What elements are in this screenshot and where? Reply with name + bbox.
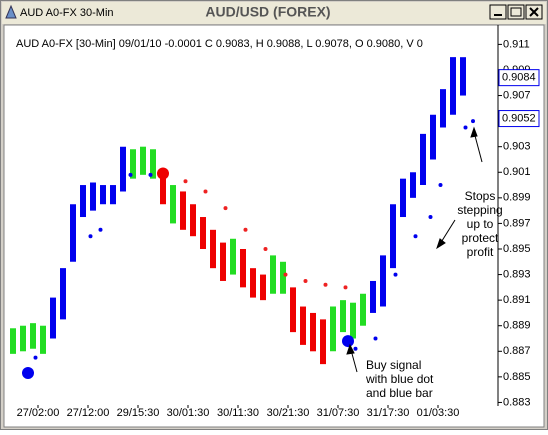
app-icon: [5, 4, 17, 19]
stop-dot: [413, 234, 418, 239]
price-label-box: [498, 110, 540, 128]
y-tick-label: 0.893: [503, 268, 531, 280]
stop-dot: [353, 346, 358, 351]
annotation: Buy signal: [366, 358, 421, 372]
x-tick-label: 31/07:30: [317, 407, 360, 419]
y-tick-label: 0.887: [503, 345, 531, 357]
y-tick-label: 0.901: [503, 166, 531, 178]
plot: 0.883 0.885 0.887 0.889 0.891 0.893 0.895 0.897…: [10, 38, 540, 419]
stop-dot: [263, 246, 268, 251]
stop-dot: [33, 355, 38, 360]
annotation: stepping: [457, 203, 502, 217]
y-tick-label: 0.899: [503, 192, 531, 204]
stop-dot: [88, 234, 93, 239]
title-bar: [2, 2, 546, 24]
y-tick-label: 0.885: [503, 371, 531, 383]
y-tick-label: 0.889: [503, 320, 531, 332]
x-tick-label: 30/01:30: [167, 407, 210, 419]
stop-dot: [393, 272, 398, 277]
arrow: [473, 131, 483, 163]
stop-dot: [303, 278, 308, 283]
y-tick-label: 0.891: [503, 294, 531, 306]
stop-dot: [183, 179, 188, 184]
maximize-button[interactable]: [507, 4, 525, 20]
x-tick-label: 31/17:30: [367, 407, 410, 419]
stop-dot: [323, 282, 328, 287]
stop-dot: [428, 215, 433, 220]
signal-dot: [342, 335, 354, 348]
y-tick-label: 0.897: [503, 217, 531, 229]
stop-dot: [98, 227, 103, 232]
y-tick-label: 0.911: [503, 38, 530, 50]
y-tick-label: 0.907: [503, 89, 531, 101]
annotation: with blue dot: [365, 372, 434, 386]
close-icon: [529, 7, 539, 17]
x-tick-label: 30/21:30: [267, 407, 310, 419]
x-tick-label: 29/15:30: [117, 407, 160, 419]
annotation: up to: [467, 217, 494, 231]
stop-dot: [148, 172, 153, 177]
stop-dot: [438, 183, 443, 188]
arrow-head: [436, 238, 446, 250]
maximize-icon: [510, 7, 522, 17]
stop-dot: [471, 119, 475, 124]
stop-dot: [203, 189, 208, 194]
signal-dot: [157, 167, 169, 180]
annotation: and blue bar: [366, 386, 433, 400]
price-label: 0.9084: [502, 72, 536, 84]
annotation: profit: [467, 245, 494, 259]
y-tick-label: 0.895: [503, 243, 531, 255]
stop-dot: [373, 336, 378, 341]
window-title: AUD/USD (FOREX): [205, 4, 330, 20]
x-tick-label: 30/11:30: [217, 407, 259, 419]
annotation: protect: [462, 231, 499, 245]
price-label: 0.9052: [502, 112, 536, 124]
stop-dot: [343, 285, 348, 290]
window-buttons[interactable]: [489, 4, 543, 20]
annotation: Stops: [465, 189, 496, 203]
price-label-box: [498, 69, 540, 87]
x-tick-label: 01/03:30: [417, 407, 460, 419]
signal-dot: [22, 367, 34, 380]
stop-dot: [243, 227, 248, 232]
chart-header: AUD A0-FX [30-Min] 09/01/10 -0.0001 C 0.…: [16, 38, 423, 50]
annotation-arrows: [346, 126, 483, 373]
window-caption: AUD A0-FX 30-Min: [20, 7, 114, 19]
arrow-head: [346, 343, 355, 355]
stop-dot: [223, 206, 228, 211]
minimize-button[interactable]: [489, 4, 507, 20]
arrow-head: [470, 126, 478, 138]
y-tick-label: 0.883: [503, 396, 531, 408]
arrow: [439, 219, 456, 245]
x-tick-label: 27/02:00: [17, 407, 60, 419]
stop-dot: [128, 172, 133, 177]
x-tick-label: 27/12:00: [67, 407, 110, 419]
stop-dot: [283, 272, 288, 277]
stop-dot: [463, 125, 468, 130]
y-tick-label: 0.903: [503, 141, 531, 153]
